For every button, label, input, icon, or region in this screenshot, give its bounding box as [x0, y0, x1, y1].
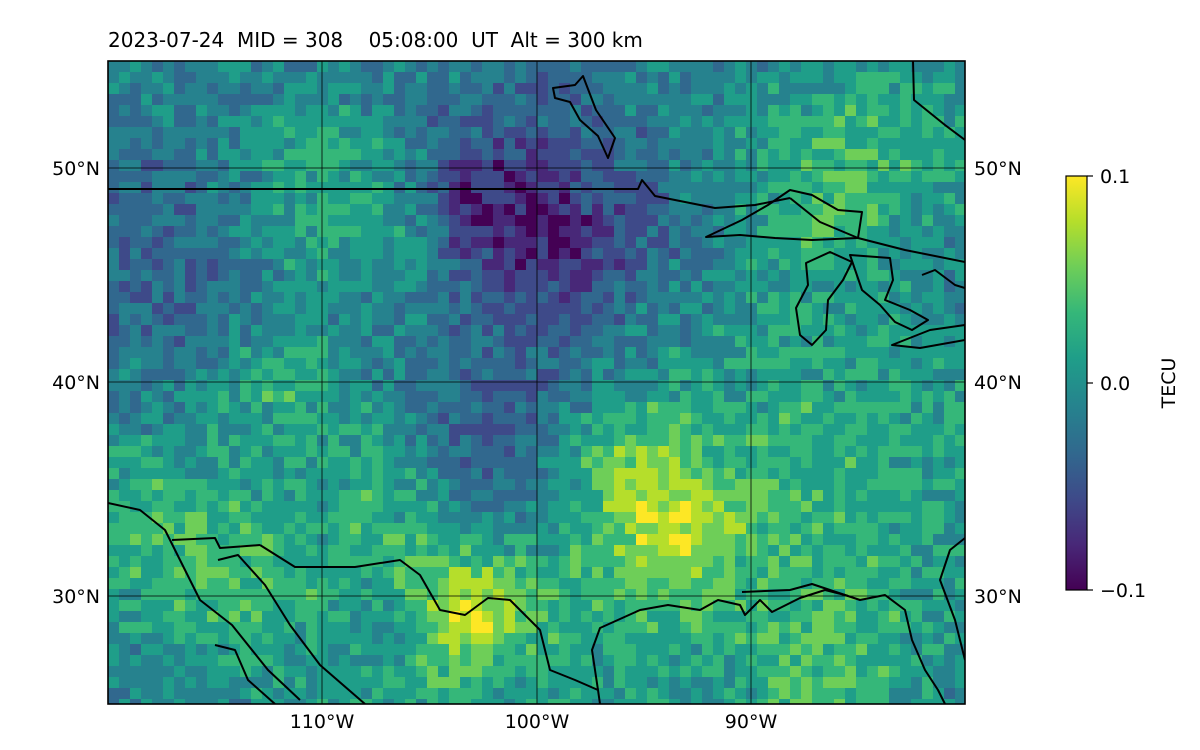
lon-tick-label: 90°W — [725, 711, 778, 733]
lon-tick-label: 100°W — [505, 711, 570, 733]
colorbar: 0.1 0.0 −0.1 TECU — [1065, 166, 1180, 602]
colorbar-tick-label: 0.0 — [1100, 373, 1130, 395]
lat-tick-label-right: 40°N — [974, 372, 1022, 394]
coastlines — [108, 61, 965, 704]
tec-raster — [108, 61, 965, 704]
lat-tick-label-right: 30°N — [974, 586, 1022, 608]
colorbar-tick-label: 0.1 — [1100, 166, 1130, 188]
lat-tick-label-right: 50°N — [974, 158, 1022, 180]
lat-tick-label-left: 30°N — [52, 586, 100, 608]
gridlines — [108, 61, 965, 704]
lat-tick-label-left: 50°N — [52, 158, 100, 180]
lat-tick-label-left: 40°N — [52, 372, 100, 394]
colorbar-tick-label: −0.1 — [1100, 580, 1146, 602]
map-title: 2023-07-24 MID = 308 05:08:00 UT Alt = 3… — [108, 28, 643, 52]
lon-tick-label: 110°W — [290, 711, 355, 733]
colorbar-gradient — [1065, 175, 1088, 591]
map-frame — [107, 60, 966, 705]
colorbar-title: TECU — [1158, 358, 1180, 410]
